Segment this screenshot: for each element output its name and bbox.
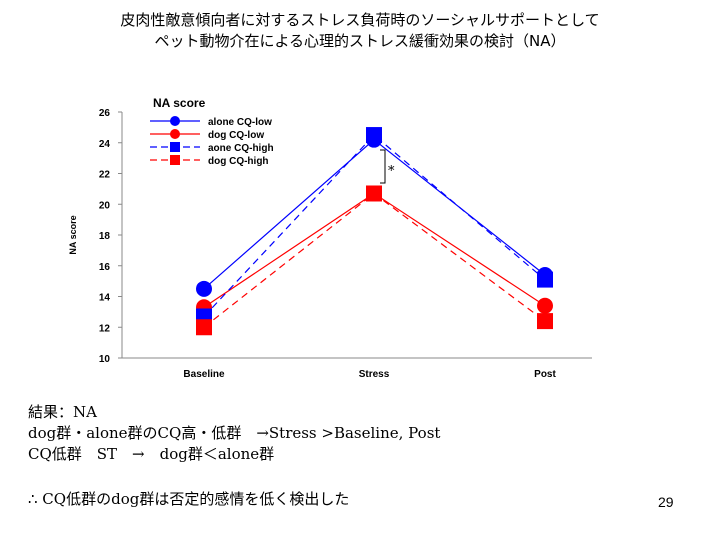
y-axis-label: NA score xyxy=(68,215,78,254)
x-tick-label: Baseline xyxy=(183,369,225,380)
page-number: 29 xyxy=(658,494,674,510)
result-line-3: CQ低群 ST → dog群＜alone群 xyxy=(28,445,275,463)
x-tick-label: Stress xyxy=(359,369,390,380)
slide-title: 皮肉性敵意傾向者に対するストレス負荷時のソーシャルサポートとして ペット動物介在… xyxy=(40,10,680,52)
legend-label: alone CQ-low xyxy=(208,117,272,128)
legend-marker xyxy=(170,129,180,139)
series-line-2 xyxy=(203,192,546,308)
y-tick-label: 16 xyxy=(99,262,111,273)
x-tick-label: Post xyxy=(534,369,556,380)
legend-marker xyxy=(170,142,180,152)
significance-star: * xyxy=(388,164,395,179)
significance-bracket xyxy=(380,149,386,184)
chart-title: NA score xyxy=(153,96,206,110)
data-point xyxy=(366,185,382,202)
conclusion-text: ∴ CQ低群のdog群は否定的感情を低く検出した xyxy=(28,490,350,508)
legend-label: dog CQ-high xyxy=(208,156,269,167)
results-text: 結果：NA dog群・alone群のCQ高・低群 →Stress >Baseli… xyxy=(28,402,440,465)
series-line-3 xyxy=(203,134,546,317)
data-point xyxy=(196,280,212,297)
y-tick-label: 18 xyxy=(99,231,111,242)
data-point xyxy=(537,271,553,288)
legend-marker xyxy=(170,116,180,126)
data-point xyxy=(537,297,553,314)
legend-label: aone CQ-high xyxy=(208,143,274,154)
data-point xyxy=(537,313,553,330)
title-line-2: ペット動物介在による心理的ストレス緩衝効果の検討（NA） xyxy=(154,32,566,50)
result-line-1: 結果：NA xyxy=(28,403,97,421)
legend-marker xyxy=(170,155,180,165)
legend-label: dog CQ-low xyxy=(208,130,264,141)
y-tick-label: 10 xyxy=(99,354,111,365)
y-tick-label: 24 xyxy=(99,139,111,150)
title-line-1: 皮肉性敵意傾向者に対するストレス負荷時のソーシャルサポートとして xyxy=(120,11,600,29)
na-score-chart: 10 12 14 16 18 20 22 24 26 Baseline Stress Post NA s… xyxy=(68,96,592,380)
data-point xyxy=(196,319,212,336)
y-tick-label: 26 xyxy=(99,108,111,119)
data-point xyxy=(366,127,382,144)
series-line-4 xyxy=(203,192,546,328)
y-tick-label: 20 xyxy=(99,200,111,211)
y-tick-label: 22 xyxy=(99,170,111,181)
result-line-2: dog群・alone群のCQ高・低群 →Stress >Baseline, Po… xyxy=(28,424,441,442)
y-tick-label: 12 xyxy=(99,323,111,334)
y-tick-label: 14 xyxy=(99,293,111,304)
